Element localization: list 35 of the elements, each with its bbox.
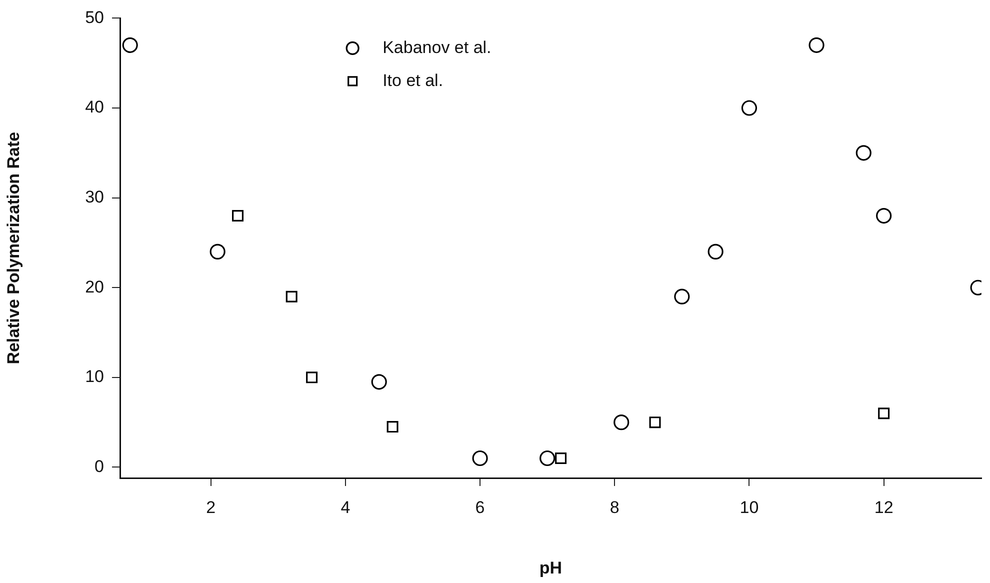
y-tick-label: 40 <box>85 98 104 117</box>
point <box>708 244 724 260</box>
point <box>856 145 872 161</box>
x-tick-label: 8 <box>610 498 620 517</box>
y-tick-label: 0 <box>94 456 104 476</box>
point <box>386 421 398 433</box>
x-tick-label: 10 <box>740 498 759 517</box>
point <box>210 244 226 260</box>
y-tick-label: 10 <box>85 367 104 386</box>
point <box>540 450 556 466</box>
legend-label: Kabanov et al. <box>382 38 492 57</box>
point <box>472 450 488 466</box>
point <box>649 416 661 428</box>
legend-label: Ito et al. <box>382 70 444 90</box>
point <box>286 290 298 302</box>
point <box>878 408 890 420</box>
point <box>614 414 630 430</box>
y-tick-label: 20 <box>85 277 104 296</box>
y-tick-label: 30 <box>85 187 104 206</box>
point <box>371 374 387 390</box>
x-tick-label: 6 <box>475 498 485 517</box>
point <box>741 100 758 116</box>
x-tick-label: 4 <box>340 498 350 517</box>
x-tick-label: 12 <box>874 498 894 517</box>
x-tick-label: 2 <box>206 498 216 517</box>
x-axis-title: pH <box>539 558 562 578</box>
point <box>808 37 824 53</box>
y-tick-label: 50 <box>85 8 104 27</box>
point <box>555 452 567 464</box>
point <box>122 37 138 53</box>
point <box>674 288 690 304</box>
y-axis-title: Relative Polymerization Rate <box>4 132 23 364</box>
point <box>232 210 244 222</box>
point <box>306 372 318 384</box>
point <box>876 208 892 224</box>
